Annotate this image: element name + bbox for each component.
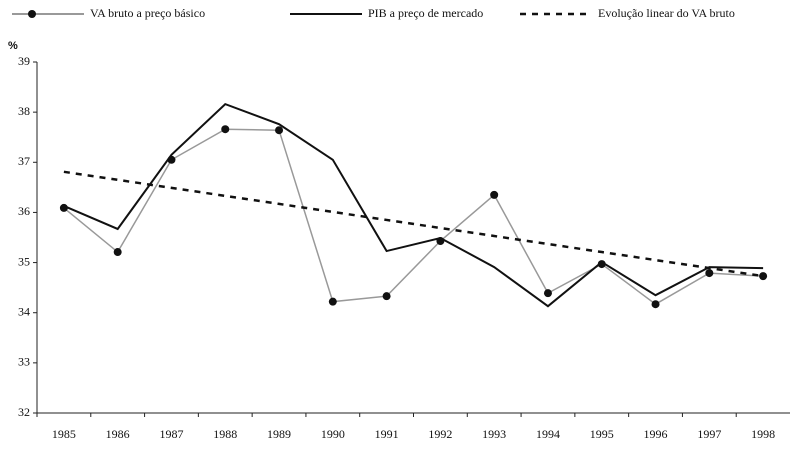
x-tick-label: 1987 <box>159 427 183 441</box>
y-tick-label: 33 <box>18 355 30 369</box>
y-tick-label: 37 <box>18 154 30 168</box>
x-tick-label: 1997 <box>697 427 721 441</box>
series-point <box>651 300 660 309</box>
x-tick-label: 1988 <box>213 427 237 441</box>
x-tick-label: 1996 <box>644 427 668 441</box>
series-point <box>328 297 337 306</box>
series-point <box>705 269 714 278</box>
legend-label: VA bruto a preço básico <box>90 6 205 20</box>
x-tick-label: 1990 <box>321 427 345 441</box>
series-point <box>543 289 552 298</box>
x-tick-label: 1998 <box>751 427 775 441</box>
legend-marker <box>28 10 36 18</box>
x-tick-label: 1985 <box>52 427 76 441</box>
series-line <box>63 128 764 306</box>
x-tick-label: 1989 <box>267 427 291 441</box>
series-point <box>275 126 284 135</box>
series-point <box>597 260 606 269</box>
x-tick-label: 1994 <box>536 427 560 441</box>
series-point <box>382 292 391 301</box>
y-tick-label: 34 <box>18 304 30 318</box>
series-point <box>221 125 230 134</box>
x-tick-label: 1992 <box>428 427 452 441</box>
legend-label: Evolução linear do VA bruto <box>598 6 735 20</box>
x-tick-label: 1993 <box>482 427 506 441</box>
y-tick-label: 32 <box>18 405 30 419</box>
series-point <box>113 248 122 257</box>
legend-label: PIB a preço de mercado <box>368 6 483 20</box>
x-tick-label: 1991 <box>375 427 399 441</box>
x-tick-label: 1986 <box>106 427 130 441</box>
y-tick-label: 38 <box>18 104 30 118</box>
y-axis-label: % <box>8 40 18 52</box>
series-line <box>63 102 764 308</box>
x-tick-label: 1995 <box>590 427 614 441</box>
y-tick-label: 39 <box>18 54 30 68</box>
y-tick-label: 35 <box>18 254 30 268</box>
series-point <box>490 190 499 199</box>
series-line <box>63 170 764 278</box>
series-point <box>759 272 768 281</box>
y-tick-label: 36 <box>18 204 30 218</box>
